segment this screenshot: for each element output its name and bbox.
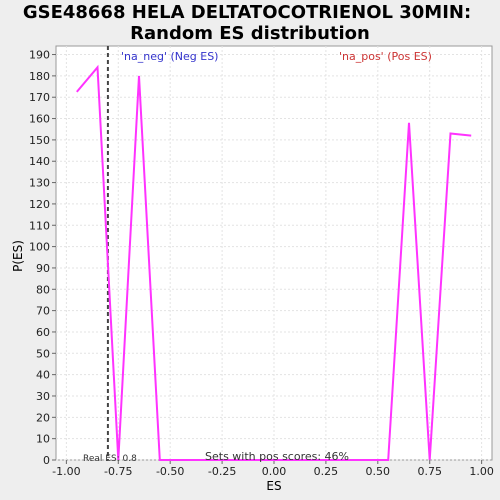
series-line: [76, 64, 472, 461]
y-tick-label: 130: [29, 177, 50, 190]
x-tick-label: -0.75: [104, 465, 132, 478]
x-axis-label: ES: [266, 479, 281, 493]
y-tick-label: 40: [36, 369, 50, 382]
chart-title-line2: Random ES distribution: [130, 23, 370, 44]
y-tick-label: 60: [36, 326, 50, 339]
grid: [56, 46, 492, 461]
y-tick-label: 120: [29, 198, 50, 211]
y-tick-label: 0: [43, 454, 50, 467]
chart-title-line1: GSE48668 HELA DELTATOCOTRIENOL 30MIN:: [23, 2, 471, 23]
y-tick-label: 190: [29, 49, 50, 62]
pos-es-label: 'na_pos' (Pos ES): [339, 50, 432, 63]
y-tick-label: 70: [36, 305, 50, 318]
x-tick-label: 1.00: [469, 465, 494, 478]
x-tick-label: 0.25: [314, 465, 339, 478]
x-tick-label: 0.75: [417, 465, 442, 478]
x-tick-label: -0.50: [156, 465, 184, 478]
y-tick-label: 140: [29, 155, 50, 168]
y-tick-label: 30: [36, 390, 50, 403]
x-tick-label: -1.00: [52, 465, 80, 478]
y-tick-label: 180: [29, 70, 50, 83]
y-tick-label: 170: [29, 91, 50, 104]
x-tick-label: -0.25: [208, 465, 236, 478]
x-axis-ticks: -1.00 -0.75 -0.50 -0.25 0.00 0.25 0.50 0.75 1.00: [52, 460, 494, 478]
pos-scores-label: Sets with pos scores: 46%: [205, 450, 349, 463]
y-axis-ticks: 0 10 20 30 40 50 60 70 80 90 100 110 120 130 140 150 160…: [29, 49, 56, 467]
x-tick-label: 0.50: [366, 465, 391, 478]
y-tick-label: 10: [36, 433, 50, 446]
y-tick-label: 80: [36, 283, 50, 296]
y-tick-label: 50: [36, 347, 50, 360]
y-tick-label: 150: [29, 134, 50, 147]
y-tick-label: 100: [29, 241, 50, 254]
real-es-label: Real ES: 0.8: [83, 454, 137, 464]
y-tick-label: 90: [36, 262, 50, 275]
neg-es-label: 'na_neg' (Neg ES): [121, 50, 218, 63]
y-axis-label: P(ES): [11, 240, 25, 272]
x-tick-label: 0.00: [262, 465, 287, 478]
y-tick-label: 20: [36, 411, 50, 424]
y-tick-label: 160: [29, 113, 50, 126]
y-tick-label: 110: [29, 219, 50, 232]
